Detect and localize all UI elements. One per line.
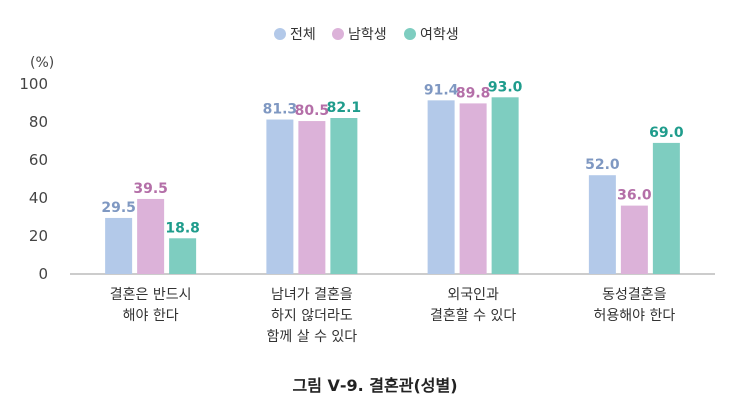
x-tick-label: 동성결혼을 [602, 287, 667, 303]
bar [427, 100, 455, 274]
y-tick-label: 40 [29, 189, 48, 207]
x-tick-label: 결혼할 수 있다 [430, 308, 516, 324]
bar [620, 205, 648, 274]
y-tick-label: 20 [29, 227, 48, 245]
y-tick-label: 0 [38, 265, 48, 283]
x-tick-label: 결혼은 반드시 [110, 287, 192, 303]
legend-label: 여학생 [420, 27, 459, 43]
bar [459, 103, 487, 274]
bar [298, 121, 326, 274]
data-label: 52.0 [585, 157, 620, 173]
data-label: 93.0 [488, 79, 523, 95]
bar [491, 97, 519, 274]
y-tick-label: 60 [29, 151, 48, 169]
data-label: 81.3 [263, 102, 298, 118]
bar [105, 217, 133, 274]
data-label: 39.5 [133, 181, 168, 197]
data-label: 91.4 [424, 82, 459, 98]
data-label: 80.5 [295, 103, 330, 119]
bar [652, 142, 680, 274]
y-tick-label: 80 [29, 113, 48, 131]
bar [137, 198, 165, 274]
data-label: 69.0 [649, 125, 684, 141]
legend-marker [332, 28, 344, 40]
x-tick-label: 하지 않더라도 [271, 308, 353, 324]
data-label: 89.8 [456, 85, 491, 101]
y-unit-label: (%) [30, 55, 54, 71]
legend-label: 남학생 [348, 27, 387, 43]
x-tick-label: 남녀가 결혼을 [271, 287, 353, 303]
bar [266, 119, 294, 274]
data-label: 29.5 [101, 200, 136, 216]
data-label: 36.0 [617, 188, 652, 204]
legend-label: 전체 [290, 27, 316, 43]
y-tick-label: 100 [19, 75, 48, 93]
legend-marker [274, 28, 286, 40]
bar [330, 118, 358, 274]
bar [588, 175, 616, 274]
x-tick-label: 외국인과 [447, 287, 499, 303]
figure-caption: 그림 Ⅴ-9. 결혼관(성별) [292, 376, 458, 395]
data-label: 82.1 [327, 100, 362, 116]
x-tick-label: 허용해야 한다 [594, 308, 676, 324]
x-tick-label: 함께 살 수 있다 [267, 329, 358, 345]
x-tick-label: 해야 한다 [123, 308, 179, 324]
legend-marker [404, 28, 416, 40]
data-label: 18.8 [165, 220, 200, 236]
bar [169, 238, 197, 274]
